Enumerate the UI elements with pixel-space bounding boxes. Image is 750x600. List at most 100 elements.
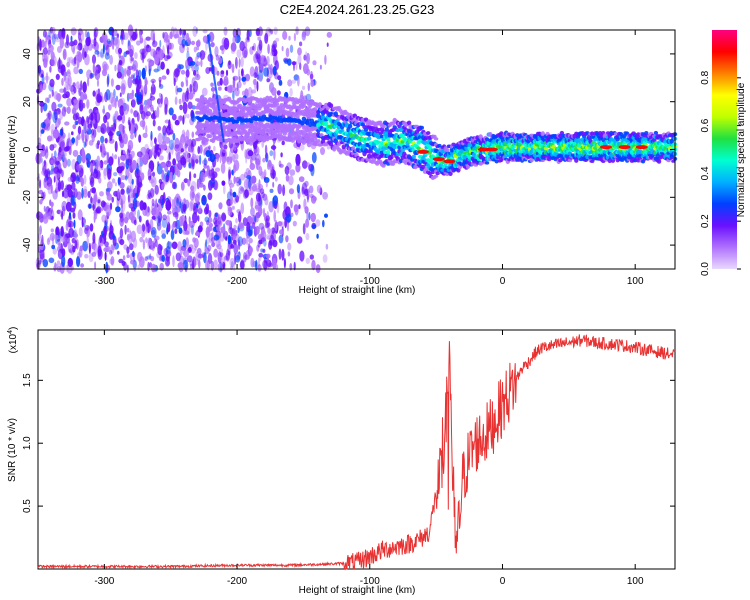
spectrogram-speckle xyxy=(325,243,329,250)
spectrogram-speckle xyxy=(248,237,253,244)
spectrogram-speckle xyxy=(81,187,84,199)
spectrogram-speckle xyxy=(45,72,49,84)
spectrogram-speckle xyxy=(214,212,218,218)
spectrogram-speckle xyxy=(233,224,237,230)
spectrogram-speckle xyxy=(175,85,179,95)
spectrogram-speckle xyxy=(39,225,42,235)
spectrogram-speckle xyxy=(166,68,170,75)
spectrogram-speckle xyxy=(72,82,76,88)
y-tick-label: 40 xyxy=(22,48,33,60)
spectrogram-speckle xyxy=(186,87,189,100)
y-tick-label: 0.5 xyxy=(22,499,33,513)
x-tick-label: -200 xyxy=(227,576,247,587)
spectrogram-speckle xyxy=(157,151,160,157)
spectrogram-speckle xyxy=(204,247,210,255)
spectrogram-speckle xyxy=(167,153,170,165)
spectrogram-speckle xyxy=(65,233,71,239)
spectrogram-speckle xyxy=(47,135,53,142)
spectrogram-speckle xyxy=(253,141,257,150)
spectrogram-speckle xyxy=(188,92,194,100)
spectrogram-speckle xyxy=(230,188,233,196)
spectrogram-speckle xyxy=(106,121,110,131)
spectrogram-ridge-cell xyxy=(419,125,424,130)
spectrogram-speckle xyxy=(266,55,270,66)
spectrogram-speckle xyxy=(151,241,155,252)
spectrogram-speckle xyxy=(288,35,291,41)
spectrogram-speckle xyxy=(111,178,116,184)
spectrogram-speckle xyxy=(252,183,258,192)
spectrogram-speckle xyxy=(262,248,266,253)
spectrogram-speckle xyxy=(189,61,196,66)
spectrogram-speckle xyxy=(150,78,156,84)
spectrogram-speckle xyxy=(206,219,210,226)
spectrogram-speckle xyxy=(67,241,72,253)
spectrogram-speckle xyxy=(73,86,77,94)
spectrogram-speckle xyxy=(167,210,172,215)
spectrogram-speckle xyxy=(225,69,229,77)
spectrogram-speckle xyxy=(67,257,74,268)
spectrogram-speckle xyxy=(247,229,253,237)
spectrogram-speckle xyxy=(187,179,191,187)
spectrogram-speckle xyxy=(180,181,185,191)
snr-x-ticks: -300 -200 -100 0 100 xyxy=(94,330,644,587)
spectrogram-speckle xyxy=(77,209,83,221)
spectrogram-speckle xyxy=(81,129,85,142)
spectrogram-speckle xyxy=(126,227,130,233)
spectrogram-speckle xyxy=(70,35,73,42)
spectrogram-speckle xyxy=(210,237,216,243)
spectrogram-speckle xyxy=(217,216,223,228)
spectrogram-speckle xyxy=(66,138,69,150)
spectrogram-speckle xyxy=(304,26,311,37)
spectrogram-speckle xyxy=(274,60,279,71)
spectrogram-speckle xyxy=(104,241,109,247)
spectrogram-speckle xyxy=(165,145,172,154)
spectrogram-speckle xyxy=(57,182,61,191)
spectrogram-speckle xyxy=(272,195,279,207)
spectrogram-speckle xyxy=(133,219,137,226)
spectrogram-ridge-cell xyxy=(298,98,303,104)
spectrogram-speckle xyxy=(50,51,55,60)
spectrogram-speckle xyxy=(97,140,100,146)
spectrogram-speckle xyxy=(249,181,252,192)
spectrogram-speckle xyxy=(76,58,80,69)
spectrogram-speckle xyxy=(234,87,240,97)
spectrogram-speckle xyxy=(100,200,106,208)
spectrogram-speckle xyxy=(315,219,321,227)
spectrogram-speckle xyxy=(247,150,254,157)
spectrogram-speckle xyxy=(136,40,141,46)
spectrogram-speckle xyxy=(90,73,95,78)
spectrogram-speckle xyxy=(277,183,283,195)
spectrogram-speckle xyxy=(60,226,64,237)
spectrogram-speckle xyxy=(55,227,59,235)
spectrogram-speckle xyxy=(134,185,138,194)
spectrogram-speckle xyxy=(149,149,153,159)
spectrogram-speckle xyxy=(131,97,136,109)
spectrogram-speckle xyxy=(212,182,215,187)
spectrogram-speckle xyxy=(150,29,156,41)
spectrogram-speckle xyxy=(103,167,108,177)
spectrogram-speckle xyxy=(208,210,212,218)
spectrogram-ridge-cell xyxy=(386,149,391,155)
spectrogram-speckle xyxy=(71,131,74,136)
spectrogram-speckle xyxy=(145,125,148,135)
spectrogram-speckle xyxy=(300,90,304,102)
spectrogram-speckle xyxy=(148,61,152,70)
spectrogram-speckle xyxy=(271,230,276,242)
spectrogram-speckle xyxy=(283,201,288,213)
spectrogram-speckle xyxy=(73,66,79,75)
spectrogram-speckle xyxy=(306,52,310,65)
spectrogram-speckle xyxy=(119,216,125,227)
spectrogram-speckle xyxy=(49,78,55,88)
spectrogram-speckle xyxy=(161,75,167,80)
spectrogram-speckle xyxy=(236,83,239,91)
spectrogram-speckle xyxy=(144,206,151,217)
spectrogram-speckle xyxy=(130,57,135,62)
spectrogram-speckle xyxy=(239,260,245,270)
spectrogram-speckle xyxy=(176,87,183,93)
spectrogram-speckle xyxy=(84,130,89,142)
spectrogram-speckle xyxy=(226,85,233,93)
spectrogram-speckle xyxy=(271,87,277,96)
spectrogram-speckle xyxy=(213,179,218,190)
spectrogram-speckle xyxy=(77,125,82,135)
spectrogram-speckle xyxy=(62,52,67,60)
